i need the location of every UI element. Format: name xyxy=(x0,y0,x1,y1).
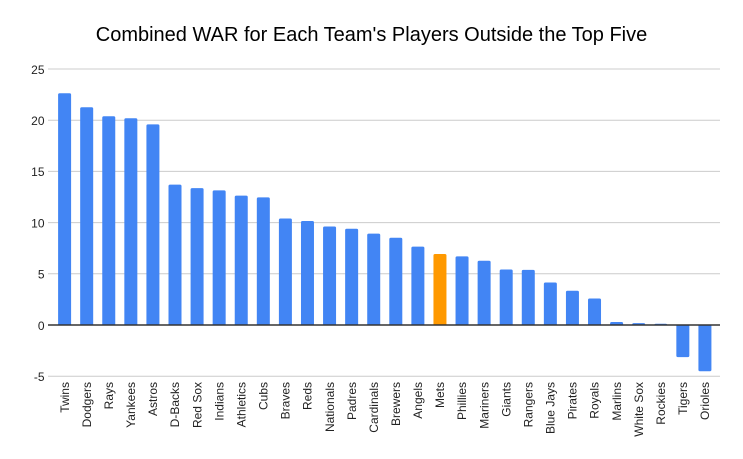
svg-text:Reds: Reds xyxy=(301,382,315,410)
svg-text:Angels: Angels xyxy=(411,382,425,419)
svg-text:5: 5 xyxy=(38,268,45,282)
svg-text:-5: -5 xyxy=(34,370,45,384)
svg-text:Dodgers: Dodgers xyxy=(80,382,94,427)
svg-text:Royals: Royals xyxy=(588,382,602,419)
svg-text:Rockies: Rockies xyxy=(654,382,668,425)
svg-text:Twins: Twins xyxy=(58,382,72,413)
svg-text:Rays: Rays xyxy=(102,382,116,409)
svg-text:Nationals: Nationals xyxy=(323,382,337,432)
svg-text:Mariners: Mariners xyxy=(477,382,491,429)
svg-text:Cubs: Cubs xyxy=(257,382,271,410)
svg-text:Phillies: Phillies xyxy=(455,382,469,420)
svg-text:15: 15 xyxy=(31,165,45,179)
svg-text:Padres: Padres xyxy=(345,382,359,420)
svg-text:25: 25 xyxy=(31,63,45,77)
svg-text:Yankees: Yankees xyxy=(124,382,138,428)
svg-text:Athletics: Athletics xyxy=(234,382,248,427)
svg-text:Braves: Braves xyxy=(279,382,293,419)
svg-text:Cardinals: Cardinals xyxy=(367,382,381,433)
svg-text:Astros: Astros xyxy=(146,382,160,416)
svg-text:Mets: Mets xyxy=(433,382,447,408)
svg-text:0: 0 xyxy=(38,319,45,333)
svg-text:Combined WAR for Each Team's P: Combined WAR for Each Team's Players Out… xyxy=(96,24,647,46)
svg-text:Indians: Indians xyxy=(212,382,226,421)
svg-text:10: 10 xyxy=(31,216,45,230)
svg-text:Giants: Giants xyxy=(499,382,513,417)
svg-text:Pirates: Pirates xyxy=(566,382,580,419)
svg-text:Brewers: Brewers xyxy=(389,382,403,426)
svg-text:20: 20 xyxy=(31,114,45,128)
svg-text:D-Backs: D-Backs xyxy=(168,382,182,427)
svg-text:Tigers: Tigers xyxy=(676,382,690,415)
svg-text:Marlins: Marlins xyxy=(610,382,624,421)
svg-text:Blue Jays: Blue Jays xyxy=(544,382,558,434)
svg-text:Rangers: Rangers xyxy=(521,382,535,427)
svg-text:Red Sox: Red Sox xyxy=(190,382,204,428)
svg-text:Orioles: Orioles xyxy=(698,382,712,420)
svg-text:White Sox: White Sox xyxy=(632,382,646,437)
